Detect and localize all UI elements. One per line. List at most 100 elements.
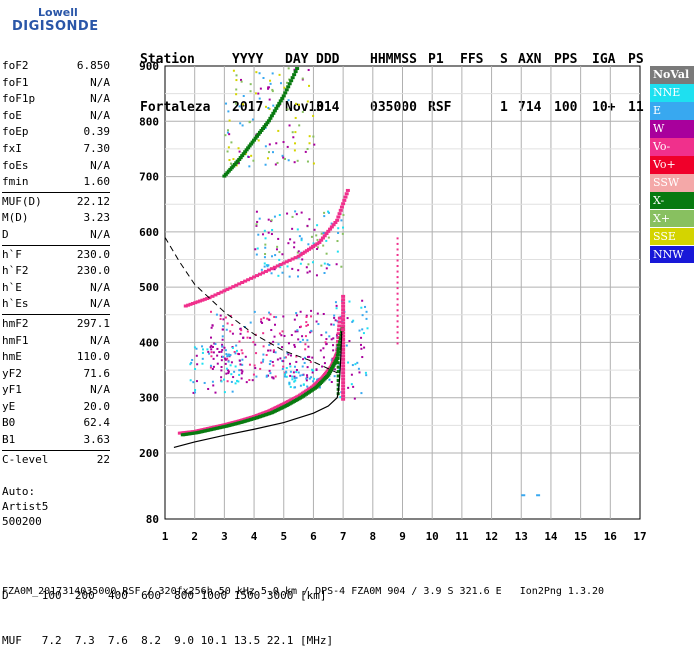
param-value: 6.850: [76, 59, 110, 72]
trace-point: [341, 371, 346, 375]
echo-point: [326, 263, 329, 266]
echo-point: [242, 103, 245, 106]
echo-point: [214, 343, 217, 346]
echo-point: [313, 228, 316, 231]
echo-point: [352, 385, 355, 388]
echo-point: [361, 356, 364, 359]
trace-point: [265, 121, 270, 125]
echo-point: [366, 327, 369, 330]
echo-point: [269, 82, 272, 85]
echo-point: [253, 364, 256, 367]
trace-point: [231, 285, 236, 289]
trace-point: [228, 286, 233, 290]
header-row1-cell: P1: [428, 52, 444, 67]
trace-point: [341, 344, 346, 348]
echo-point: [237, 380, 240, 383]
echo-point: [238, 369, 241, 372]
echo-point: [225, 372, 228, 375]
echo-point: [251, 118, 254, 121]
param-row: foF1 N/A: [2, 75, 110, 92]
trace-point: [256, 132, 261, 136]
echo-point: [264, 237, 267, 240]
x-tick-label: 14: [544, 530, 558, 543]
echo-point: [279, 266, 282, 269]
echo-point: [281, 253, 284, 256]
echo-point: [306, 224, 309, 227]
echo-point: [280, 334, 283, 337]
header-row2-cell: 714: [518, 100, 542, 115]
param-name: foE: [2, 108, 22, 122]
echo-point: [220, 369, 223, 372]
echo-point: [396, 331, 399, 334]
echo-point: [335, 304, 338, 307]
echo-point: [306, 339, 309, 342]
echo-point: [293, 377, 296, 380]
echo-point: [320, 334, 323, 337]
trace-point: [249, 142, 254, 146]
echo-point: [305, 324, 308, 327]
legend-nne: NNE: [650, 83, 694, 102]
trace-point: [232, 162, 237, 166]
echo-point: [210, 336, 213, 339]
echo-point: [359, 343, 362, 346]
echo-point: [298, 235, 301, 238]
echo-point: [306, 271, 309, 274]
echo-point: [324, 341, 327, 344]
echo-point: [291, 378, 294, 381]
echo-point: [267, 151, 270, 154]
trace-point: [343, 195, 348, 199]
echo-point: [297, 269, 300, 272]
echo-point: [210, 351, 213, 354]
echo-point: [293, 149, 296, 152]
trace-point: [293, 70, 298, 74]
echo-point: [312, 380, 315, 383]
echo-point: [279, 82, 282, 85]
header-row1-cell: PPS: [554, 52, 578, 67]
param-name: D: [2, 227, 9, 241]
trace-point: [262, 125, 267, 129]
echo-point: [271, 88, 274, 91]
echo-point: [261, 360, 264, 363]
echo-point: [361, 328, 364, 331]
echo-point: [245, 381, 248, 384]
echo-point: [396, 336, 399, 339]
echo-point: [283, 157, 286, 160]
echo-point: [307, 345, 310, 348]
echo-point: [335, 263, 338, 266]
echo-point: [336, 320, 339, 323]
trace-point: [336, 365, 340, 369]
echo-point: [289, 238, 292, 241]
echo-point: [286, 108, 289, 111]
echo-point: [325, 338, 328, 341]
echo-point: [237, 147, 240, 150]
trace-point: [240, 280, 245, 284]
echo-point: [270, 233, 273, 236]
trace-point: [195, 300, 200, 304]
echo-point: [283, 356, 286, 359]
echo-point: [275, 142, 278, 145]
echo-point: [286, 265, 289, 268]
echo-point: [396, 314, 399, 317]
echo-point: [265, 264, 268, 267]
echo-point: [255, 133, 258, 136]
echo-point: [210, 355, 213, 358]
echo-point: [241, 363, 244, 366]
trace-point: [205, 297, 210, 301]
echo-point: [293, 343, 296, 346]
trace-point: [300, 251, 305, 255]
echo-point: [274, 375, 277, 378]
echo-point: [241, 352, 244, 355]
echo-point: [288, 362, 291, 365]
trace-point: [280, 96, 285, 100]
echo-point: [396, 270, 399, 273]
echo-point: [364, 371, 367, 374]
echo-point: [333, 316, 336, 319]
param-name: fmin: [2, 175, 29, 189]
echo-point: [396, 287, 399, 290]
trace-point: [290, 76, 295, 80]
echo-point: [294, 102, 297, 105]
trace-point: [278, 99, 283, 103]
echo-point: [295, 314, 298, 317]
echo-point: [310, 329, 313, 332]
trace-point: [336, 215, 341, 219]
